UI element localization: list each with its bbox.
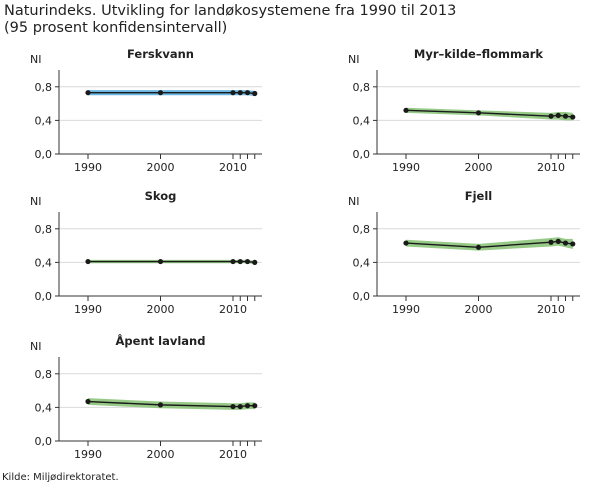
x-tick-label: 1990 <box>392 303 420 316</box>
chart-title-line1: Naturindeks. Utvikling for landøkosystem… <box>4 3 457 19</box>
data-point <box>252 90 258 97</box>
x-tick-label: 1990 <box>74 448 102 461</box>
x-tick-label: 2010 <box>219 303 247 316</box>
y-axis-label: NI <box>348 53 359 66</box>
y-axis-label: NI <box>30 195 41 208</box>
data-point <box>252 259 258 265</box>
y-tick-label: 0,0 <box>353 290 371 303</box>
panel-4: 0,0 0,4 0,8 1990 2000 2010 NI Fjell <box>348 189 580 316</box>
data-point <box>562 113 569 119</box>
data-point <box>555 238 561 244</box>
data-point <box>244 258 251 265</box>
y-tick-label: 0,8 <box>353 81 371 94</box>
chart-title: Naturindeks. Utvikling for landøkosystem… <box>4 3 456 37</box>
x-tick-label: 2010 <box>537 303 565 316</box>
data-point <box>157 258 164 265</box>
source-note: Kilde: Miljødirektoratet. <box>2 472 119 483</box>
x-tick-label: 2010 <box>219 161 247 174</box>
x-tick-label: 2000 <box>465 161 493 174</box>
x-tick-label: 2010 <box>219 448 247 461</box>
x-tick-label: 1990 <box>392 161 420 174</box>
data-point <box>562 240 569 246</box>
x-tick-label: 2000 <box>147 161 175 174</box>
panel-3: 0,0 0,4 0,8 1990 2000 2010 NI Skog <box>30 189 262 316</box>
data-point <box>157 402 164 408</box>
panel-title: Fjell <box>465 189 492 203</box>
data-point <box>85 398 91 405</box>
confidence-band <box>88 398 255 410</box>
confidence-band <box>406 237 573 251</box>
panel-title: Skog <box>145 189 177 203</box>
data-point <box>403 240 409 246</box>
y-tick-label: 0,4 <box>353 256 371 269</box>
y-tick-label: 0,8 <box>35 81 53 94</box>
y-tick-label: 0,4 <box>35 401 53 414</box>
x-tick-label: 1990 <box>74 303 102 316</box>
data-point <box>237 258 243 265</box>
x-tick-label: 1990 <box>74 161 102 174</box>
x-tick-label: 2000 <box>465 303 493 316</box>
data-point <box>237 90 243 96</box>
panel-title: Ferskvann <box>127 47 194 61</box>
panel-1: 0,0 0,4 0,8 1990 2000 2010 NI Ferskvann <box>30 47 262 174</box>
y-tick-label: 0,0 <box>35 290 53 303</box>
data-point <box>570 114 576 120</box>
y-tick-label: 0,0 <box>35 148 53 161</box>
chart-title-line2: (95 prosent konfidensintervall) <box>4 20 228 36</box>
y-tick-label: 0,4 <box>35 114 53 127</box>
data-point <box>230 258 236 265</box>
x-tick-label: 2000 <box>147 303 175 316</box>
y-axis-label: NI <box>348 195 359 208</box>
data-point <box>403 107 409 113</box>
data-point <box>230 90 236 96</box>
x-tick-label: 2010 <box>537 161 565 174</box>
data-point <box>475 244 482 250</box>
data-point <box>85 90 91 96</box>
y-tick-label: 0,0 <box>35 435 53 448</box>
confidence-band <box>406 107 573 121</box>
data-point <box>555 112 561 118</box>
y-tick-label: 0,4 <box>35 256 53 269</box>
panel-title: Åpent lavland <box>116 333 206 348</box>
data-point <box>244 403 251 409</box>
panel-2: 0,0 0,4 0,8 1990 2000 2010 NI Myr–kilde–flommar… <box>348 47 580 174</box>
data-point <box>244 90 251 96</box>
data-point <box>548 239 554 245</box>
data-point <box>230 403 236 410</box>
y-tick-label: 0,8 <box>35 223 53 236</box>
data-point <box>237 403 243 410</box>
y-tick-label: 0,0 <box>353 148 371 161</box>
y-tick-label: 0,8 <box>35 368 53 381</box>
x-tick-label: 2000 <box>147 448 175 461</box>
data-point <box>475 110 482 116</box>
y-tick-label: 0,8 <box>353 223 371 236</box>
panel-title: Myr–kilde–flommark <box>414 47 543 61</box>
y-tick-label: 0,4 <box>353 114 371 127</box>
data-point <box>570 241 576 247</box>
y-axis-label: NI <box>30 340 41 353</box>
data-point <box>548 113 554 119</box>
data-point <box>157 90 164 96</box>
panel-5: 0,0 0,4 0,8 1990 2000 2010 NI Åpent lavland <box>30 333 262 461</box>
data-point <box>252 403 258 409</box>
data-point <box>85 258 91 265</box>
y-axis-label: NI <box>30 53 41 66</box>
